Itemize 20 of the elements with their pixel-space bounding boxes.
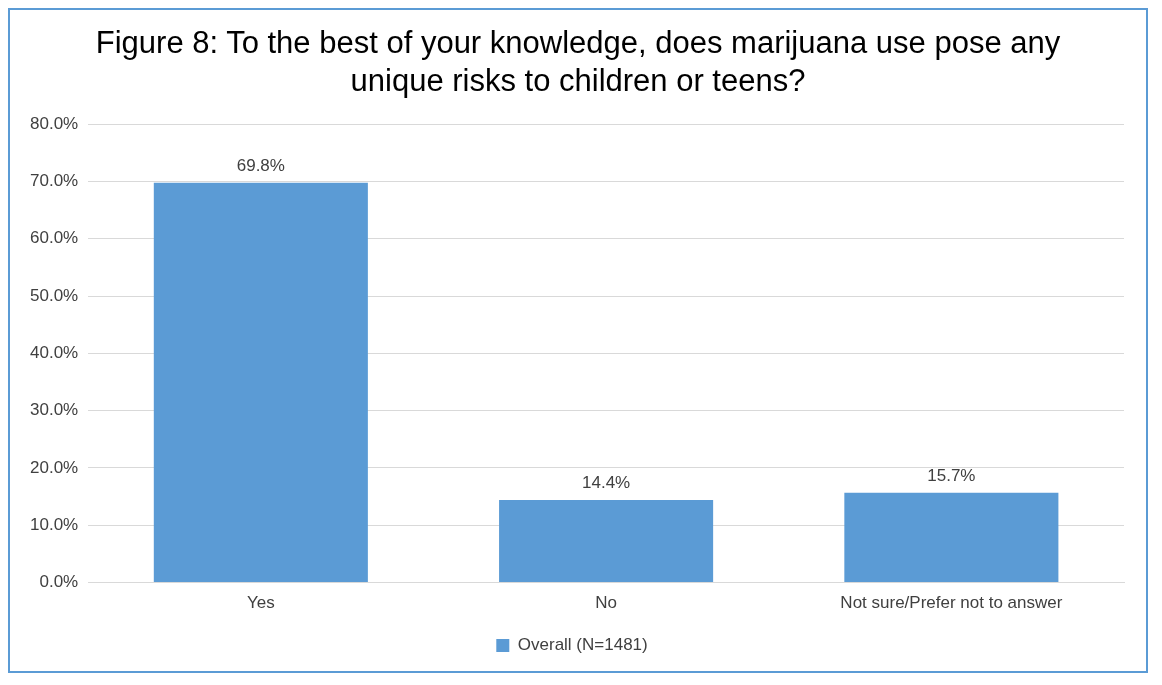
bar (153, 182, 368, 583)
y-tick-label: 30.0% (30, 400, 79, 420)
x-tick-label: Yes (246, 593, 275, 613)
y-tick-label: 40.0% (30, 343, 79, 363)
y-tick-label: 0.0% (39, 572, 79, 592)
y-tick-label: 20.0% (30, 457, 79, 477)
x-tick-label: Not sure/Prefer not to answer (840, 593, 1063, 613)
bar (844, 492, 1059, 583)
bar (499, 500, 714, 583)
chart-title: Figure 8: To the best of your knowledge, does marijuana use pose any unique risks to children or teens? (94, 24, 1062, 100)
y-tick-label: 60.0% (30, 228, 79, 248)
legend-label: Overall (N=1481) (517, 635, 648, 655)
y-tick-label: 80.0% (30, 113, 79, 133)
data-label: 15.7% (927, 465, 976, 485)
y-tick-label: 10.0% (30, 514, 79, 534)
data-label: 69.8% (236, 155, 285, 175)
x-tick-label: No (595, 593, 617, 613)
y-tick-label: 50.0% (30, 285, 79, 305)
y-tick-label: 70.0% (30, 171, 79, 191)
data-label: 14.4% (582, 473, 631, 493)
